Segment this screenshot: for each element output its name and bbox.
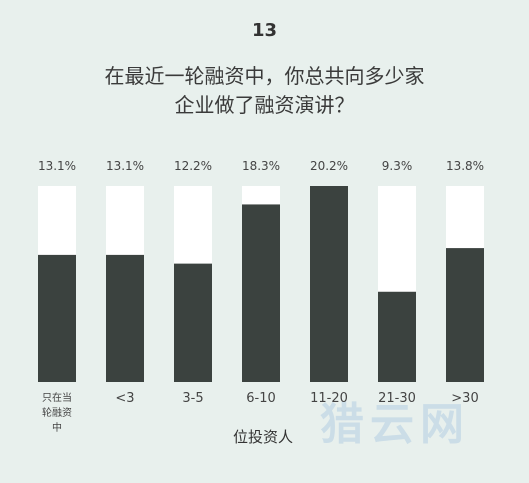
- chart-number: 13: [251, 20, 278, 41]
- x-tick-label: 3-5: [182, 391, 204, 406]
- x-tick-label: 只在当轮融资中: [42, 393, 72, 434]
- x-tick-label: <3: [115, 391, 135, 406]
- x-tick-label: 6-10: [246, 391, 276, 406]
- question-line: 在最近一轮融资中，你总共向多少家: [104, 64, 425, 88]
- x-tick-label: >30: [451, 391, 479, 406]
- value-label: 13.1%: [37, 159, 77, 173]
- value-label: 18.3%: [241, 159, 281, 173]
- bar: [174, 263, 212, 382]
- value-label: 13.1%: [105, 159, 145, 173]
- bar: [378, 291, 416, 382]
- bar: [106, 254, 144, 382]
- bar: [38, 254, 76, 382]
- x-tick-label: 11-20: [310, 391, 348, 406]
- value-label: 9.3%: [381, 159, 413, 173]
- x-axis-label: 位投资人: [232, 428, 293, 446]
- value-label: 20.2%: [309, 159, 349, 173]
- bar: [242, 204, 280, 382]
- bar: [446, 248, 484, 382]
- bar: [310, 186, 348, 382]
- question-line: 企业做了融资演讲？: [174, 93, 355, 117]
- value-label: 12.2%: [173, 159, 213, 173]
- value-label: 13.8%: [445, 159, 485, 173]
- x-tick-label: 21-30: [378, 391, 416, 406]
- watermark: 猎云网: [320, 399, 470, 450]
